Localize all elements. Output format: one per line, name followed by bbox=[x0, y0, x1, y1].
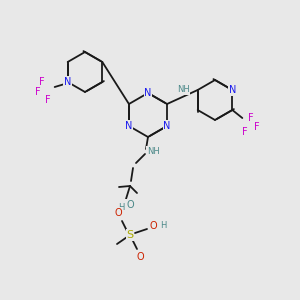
Text: F: F bbox=[39, 77, 44, 87]
Text: N: N bbox=[164, 121, 171, 131]
Text: NH: NH bbox=[177, 85, 190, 94]
Text: F: F bbox=[35, 87, 41, 97]
Text: O: O bbox=[136, 252, 144, 262]
Text: NH: NH bbox=[147, 146, 159, 155]
Text: O: O bbox=[126, 200, 134, 210]
Text: N: N bbox=[144, 88, 152, 98]
Text: H: H bbox=[118, 203, 124, 212]
Text: F: F bbox=[45, 95, 50, 105]
Text: H: H bbox=[160, 220, 166, 230]
Text: O: O bbox=[149, 221, 157, 231]
Text: F: F bbox=[242, 127, 247, 137]
Text: N: N bbox=[125, 121, 133, 131]
Text: S: S bbox=[126, 230, 134, 240]
Text: N: N bbox=[64, 77, 71, 87]
Text: F: F bbox=[248, 113, 253, 123]
Text: O: O bbox=[114, 208, 122, 218]
Text: N: N bbox=[229, 85, 236, 95]
Text: F: F bbox=[254, 122, 259, 132]
